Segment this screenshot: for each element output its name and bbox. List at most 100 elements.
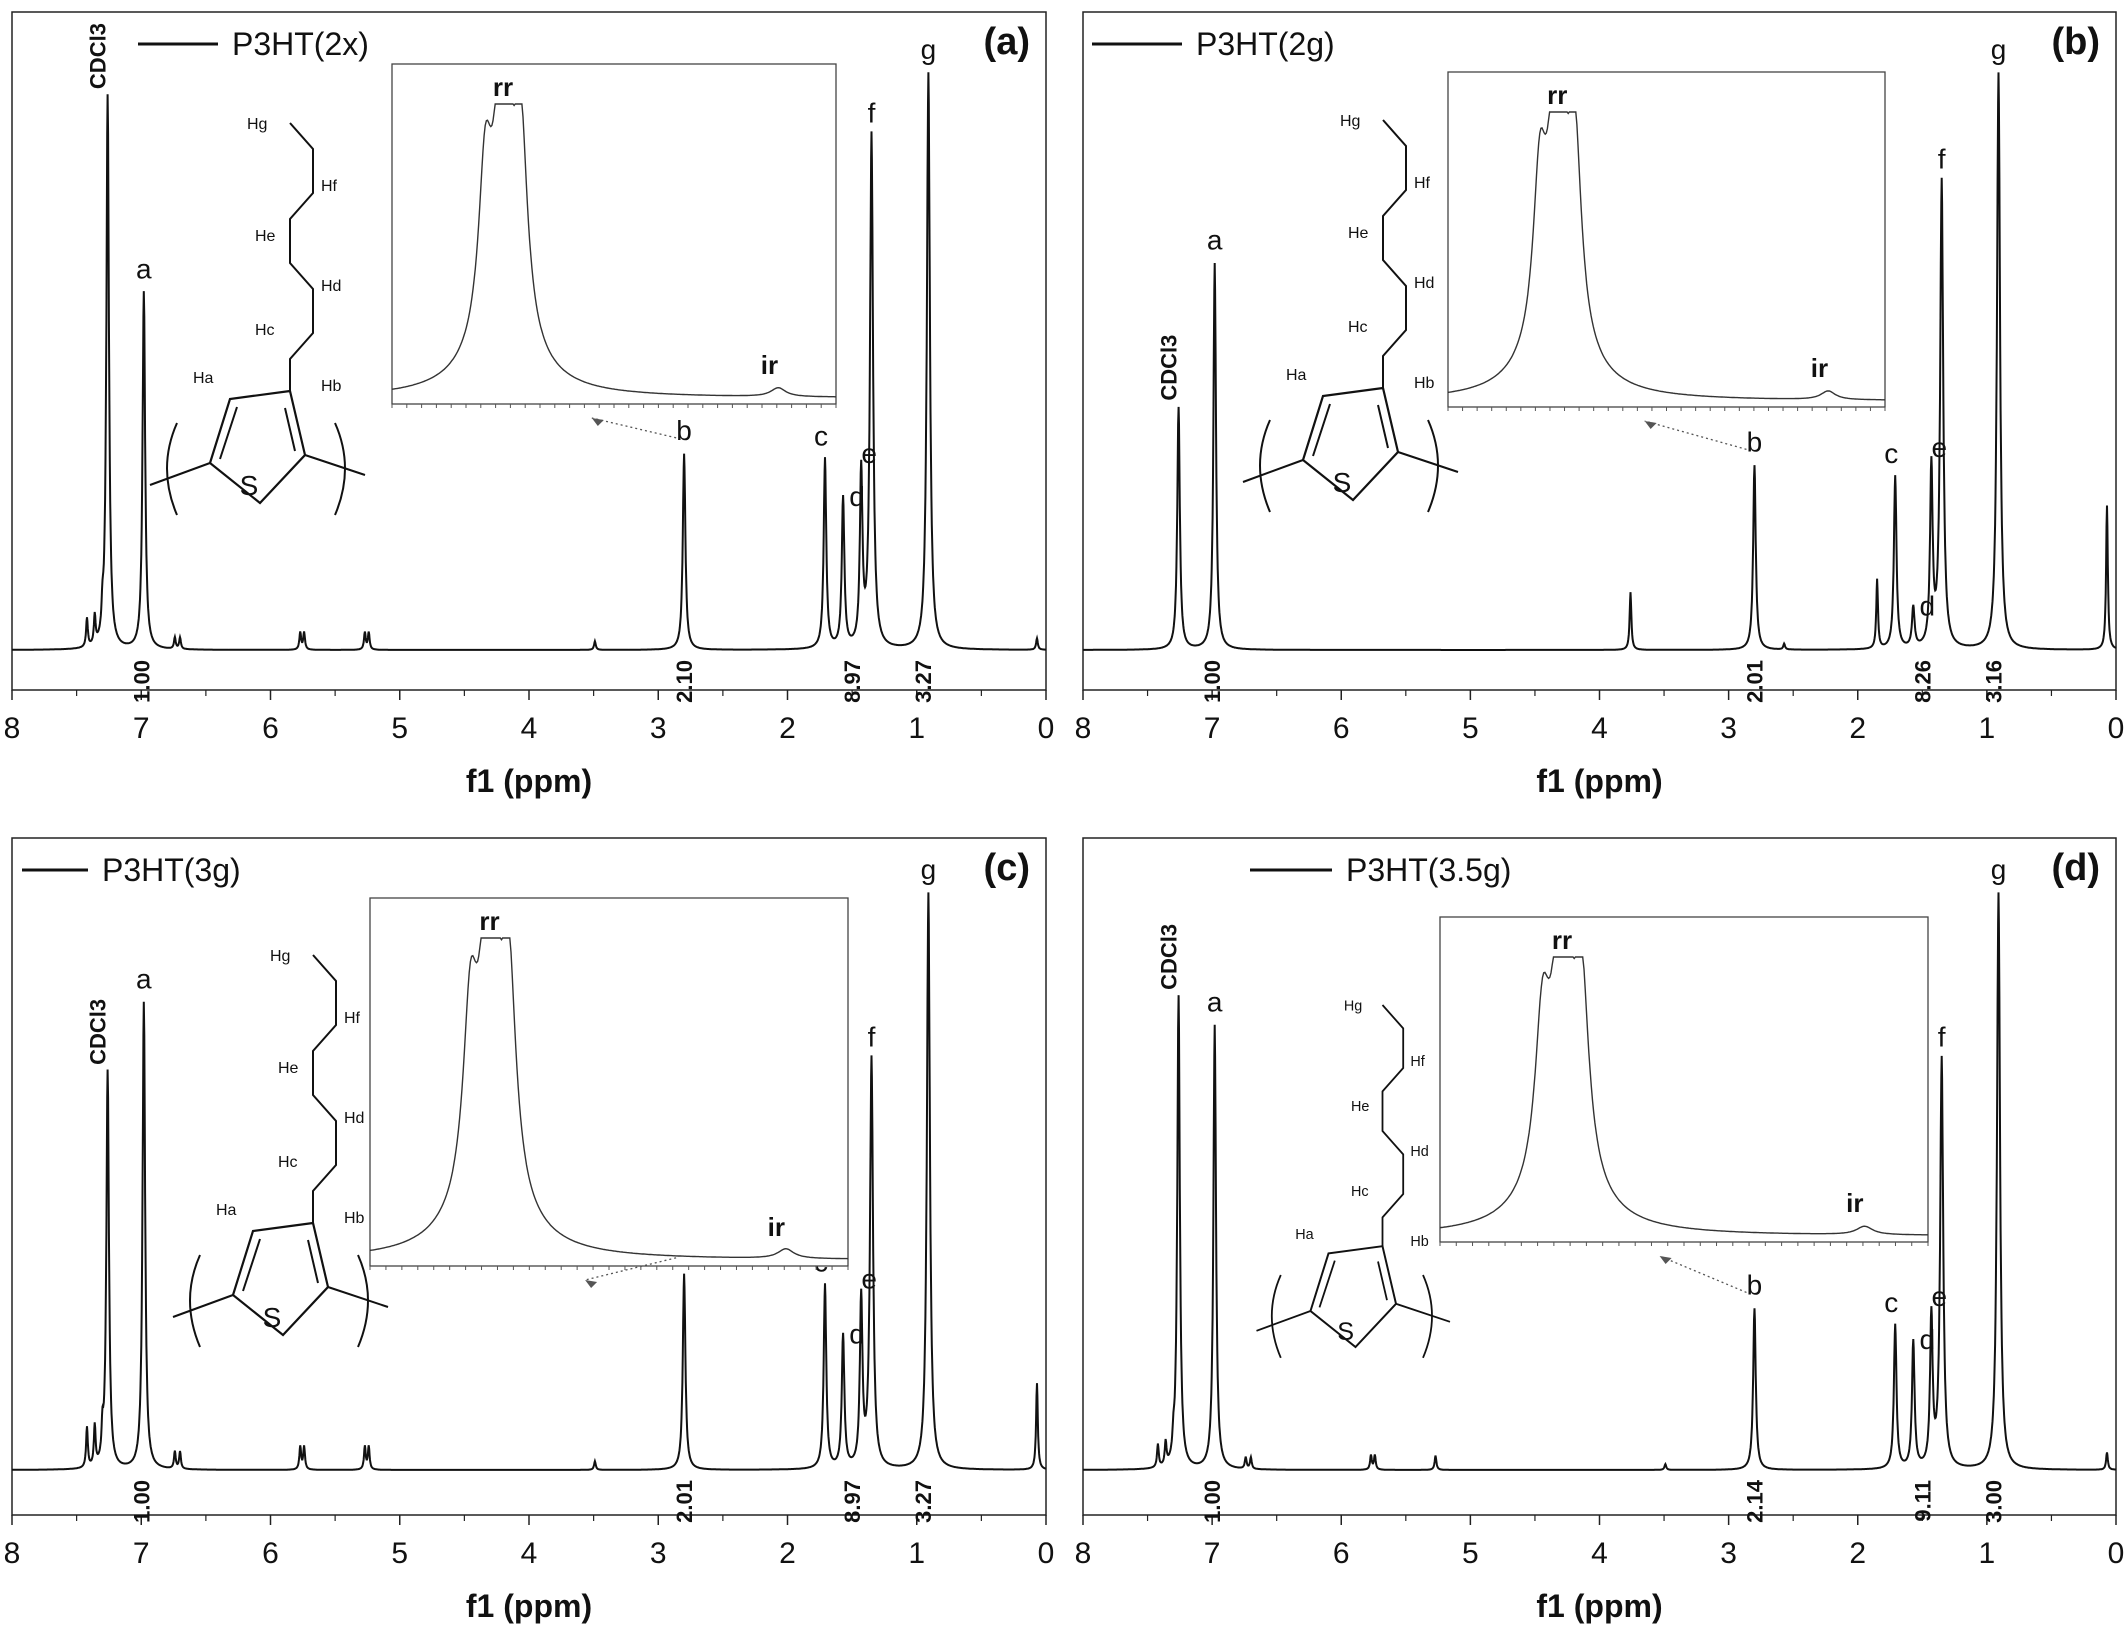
x-tick-label: 2 [779,1537,796,1570]
x-tick-label: 2 [779,712,796,745]
peak-label-b: b [1747,1269,1763,1300]
integral-value: 1.00 [1200,1480,1225,1523]
thiophene-ring [1301,386,1400,502]
panel-a: 8 7 6 5 4 3 2 1 0 f1 (ppm) CDCl3 a b cde f g 1.00 2.10 8.9… [4,11,1055,799]
inset-label-ir: ir [1811,353,1828,383]
sulfur-label: S [1337,1318,1354,1346]
peak-label-f: f [868,1021,876,1052]
peak-label-g: g [921,854,937,885]
x-tick-label: 2 [1849,712,1866,745]
double-bond [242,1238,261,1292]
x-tick-label: 1 [1979,1537,1996,1570]
x-tick-label: 6 [1333,712,1350,745]
x-tick-label: 1 [908,712,925,745]
panel-b: 8 7 6 5 4 3 2 1 0 f1 (ppm) CDCl3 a b c d e f g 1.00 2.01 8.2… [1075,11,2125,799]
peak-label-a: a [1207,987,1223,1018]
peak-label-e: e [861,1264,877,1295]
inset-spectrum [1439,956,1928,1236]
x-tick-label: 2 [1849,1537,1866,1570]
x-tick-label: 4 [521,1537,538,1570]
solvent-peak-label: CDCl3 [86,999,111,1065]
x-tick-label: 8 [4,1537,21,1570]
peak-label-b: b [676,415,692,446]
molecule-structure: Hg Hf He Hd Hc Hb Ha S [149,116,366,516]
x-tick-label: 0 [1038,1537,1055,1570]
integral-value: 3.27 [911,660,936,703]
integral-value: 8.97 [840,660,865,703]
h-label: Hg [270,948,290,965]
integral-value: 3.00 [1981,1480,2006,1523]
panel-letter: (a) [984,21,1030,63]
pointer-arrowhead [1659,1256,1672,1264]
inset-frame [1447,71,1886,408]
peak-label-a: a [136,964,152,995]
spectrum-line [1083,72,2117,651]
solvent-peak-label: CDCl3 [1157,924,1182,990]
peak-label-d: d [1919,1324,1935,1355]
legend-label: P3HT(2g) [1196,26,1335,62]
legend-label: P3HT(3g) [102,852,241,888]
x-tick-label: 0 [2108,1537,2125,1570]
x-tick-label: 4 [1591,712,1608,745]
x-tick-label: 0 [2108,712,2125,745]
spectrum-line [12,892,1047,1471]
backbone-bond [149,462,211,486]
double-bond [1312,403,1331,457]
x-tick-label: 7 [1204,1537,1221,1570]
thiophene-ring [208,389,307,505]
backbone-bond [1242,459,1304,483]
h-label: He [1348,225,1369,242]
bracket-right [1422,1274,1433,1359]
backbone-bond [1256,1310,1311,1332]
integral-value: 2.01 [1742,660,1767,703]
inset-spectrum [391,103,836,398]
peak-label-e: e [1932,432,1948,463]
pointer-arrowhead [1644,421,1657,429]
integral-value: 1.00 [129,1480,154,1523]
inset-label-rr: rr [479,906,499,936]
h-label: Hf [344,1010,361,1027]
h-label: Hd [321,278,341,295]
panel-d: 8 7 6 5 4 3 2 1 0 f1 (ppm) CDCl3 a b cde f g 1.00 2.14 9.1… [1075,837,2125,1624]
integral-value: 2.01 [672,1480,697,1523]
integral-value: 9.11 [1910,1480,1935,1522]
inset-label-rr: rr [1547,80,1567,110]
h-label: Hd [1414,275,1434,292]
sulfur-label: S [263,1302,282,1333]
h-label: Hb [1414,375,1435,392]
integral-value: 1.00 [1200,660,1225,703]
x-axis-label: f1 (ppm) [1536,1588,1662,1624]
h-label: He [278,1060,299,1077]
x-axis-label: f1 (ppm) [466,1588,592,1624]
hexyl-chain [1382,119,1407,388]
panel-letter: (c) [984,847,1030,889]
thiophene-ring [1309,1245,1398,1349]
inset-label-ir: ir [768,1212,785,1242]
bracket-left [1259,419,1271,513]
inset-pointer [1644,420,1747,450]
h-label: Hc [1351,1184,1369,1200]
peak-label-b: b [1747,426,1763,457]
inset-frame [1439,916,1929,1243]
integral-value: 8.26 [1910,660,1935,703]
bracket-left [166,422,178,516]
molecule-structure: Hg Hf He Hd Hc Hb Ha S [1242,113,1459,513]
inset-label-ir: ir [1846,1188,1863,1218]
h-label: Hd [344,1110,364,1127]
x-tick-label: 3 [650,712,667,745]
h-label: Hc [278,1154,298,1171]
h-label: Hc [1348,319,1368,336]
peak-label-d: d [1919,591,1935,622]
molecule-structure: Hg Hf He Hd Hc Hb Ha S [1256,998,1451,1359]
double-bond [1377,1261,1388,1301]
inset-label-ir: ir [761,350,778,380]
peak-label-g: g [921,34,937,65]
h-label: He [255,228,276,245]
inset-spectrum [1447,111,1885,401]
x-tick-label: 5 [391,712,408,745]
h-label: Hg [247,116,267,133]
h-label: Hg [1344,998,1362,1014]
x-tick-label: 0 [1038,712,1055,745]
x-tick-label: 8 [4,712,21,745]
h-label: Hb [1410,1234,1428,1250]
